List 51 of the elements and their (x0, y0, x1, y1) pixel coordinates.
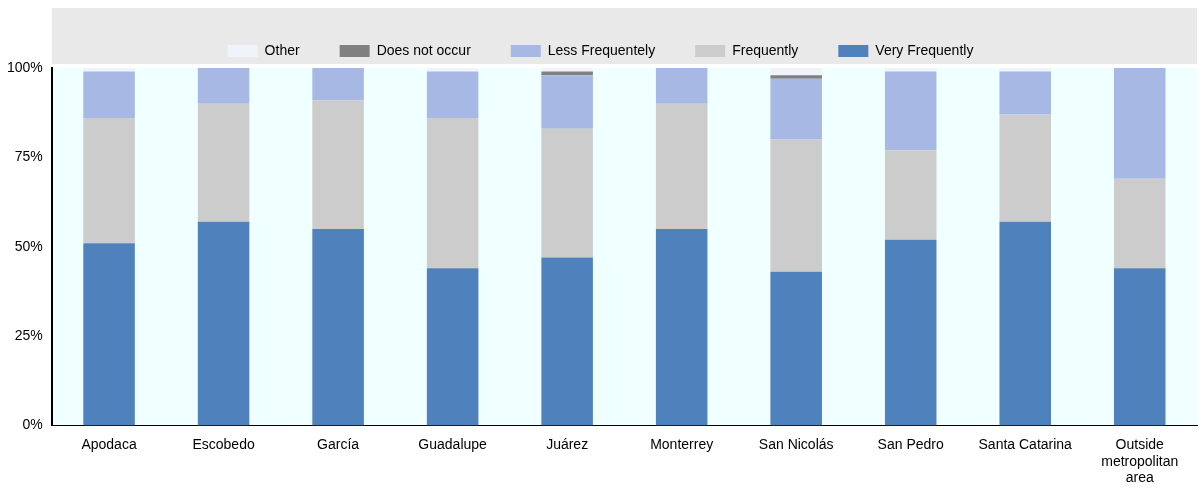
bar (312, 68, 364, 101)
x-tick-label: Juárez (546, 435, 589, 452)
x-tick-label: Guadalupe (418, 435, 488, 452)
bar (884, 150, 937, 240)
bar (1113, 178, 1166, 269)
bar (770, 139, 822, 272)
x-tick-label: Escobedo (192, 435, 255, 452)
bar (770, 75, 822, 79)
y-tick-label: 75% (14, 148, 43, 165)
y-tick-label: 25% (14, 327, 43, 344)
bar (770, 271, 822, 426)
bar (426, 268, 479, 426)
bar (541, 257, 593, 426)
x-tick-label: Outside metropolitan area (1101, 435, 1179, 486)
bar (426, 71, 479, 119)
bar (541, 128, 593, 258)
legend-label: Does not occur (376, 41, 472, 58)
x-tick-label: Santa Catarina (978, 435, 1073, 452)
x-tick-label: San Nicolás (758, 435, 834, 452)
legend-label: Very Frequently (875, 41, 974, 58)
bar (197, 103, 250, 222)
y-tick-label: 0% (22, 416, 43, 433)
bar (655, 228, 708, 426)
bar (884, 239, 937, 426)
bar (999, 221, 1051, 426)
x-tick-label: San Pedro (877, 435, 944, 452)
x-tick-label: García (317, 435, 360, 452)
bar (655, 103, 708, 229)
x-tick-label: Apodaca (81, 435, 137, 452)
bar (197, 68, 250, 104)
y-tick-label: 50% (14, 237, 43, 254)
bar (541, 75, 593, 129)
bar (999, 114, 1051, 222)
y-tick-label: 100% (6, 58, 43, 75)
bar (83, 118, 135, 244)
bar (655, 68, 708, 104)
legend-label: Less Frequentely (547, 41, 656, 58)
bar (1113, 68, 1166, 179)
bar (83, 243, 135, 426)
bar (312, 228, 364, 426)
x-tick-label: Monterrey (650, 435, 714, 452)
legend-label: Other (264, 41, 300, 58)
bar (1113, 268, 1166, 426)
bar (312, 100, 364, 229)
legend-label: Frequently (732, 41, 799, 58)
bar (999, 71, 1051, 115)
bar (426, 118, 479, 269)
bar (197, 221, 250, 426)
bar (884, 71, 937, 151)
bar (83, 71, 135, 119)
bar (770, 78, 822, 140)
